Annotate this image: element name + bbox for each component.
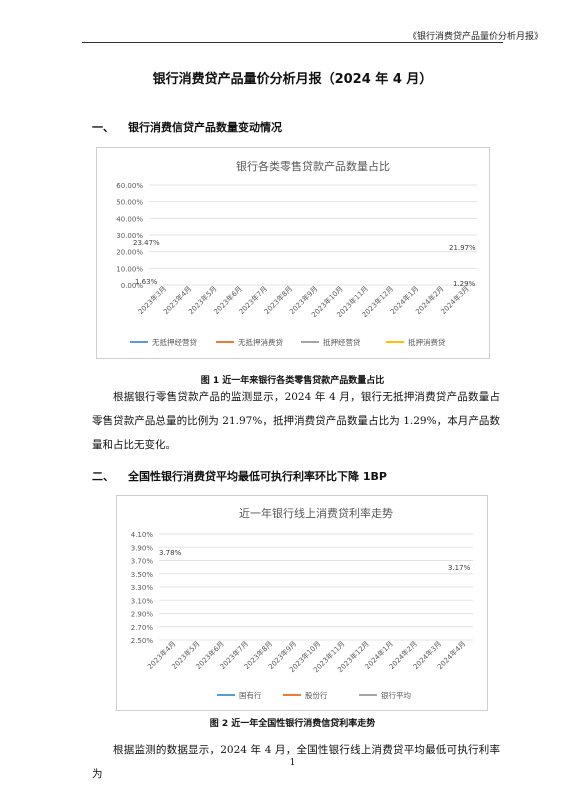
chart2-y-tick-label: 3.90% (131, 544, 154, 552)
figure-2-chart: 近一年银行线上消费贷利率走势 4.10% 3.90% 3.70% 3.50% 3.30% 3… (116, 495, 488, 711)
chart2-y-tick-label: 2.70% (131, 624, 154, 632)
figure-1-caption: 图 1 近一年来银行各类零售贷款产品数量占比 (200, 376, 385, 386)
chart1-y-tick-label: 20.00% (116, 249, 143, 257)
chart1-y-tick-label: 0.00% (121, 282, 144, 290)
section-1-number: 一、 (92, 121, 114, 134)
chart2-legend-label: 国有行 (239, 690, 262, 700)
chart2-y-tick-label: 2.50% (131, 637, 154, 645)
chart1-y-tick-label: 40.00% (116, 215, 143, 223)
figure-1-chart: 银行各类零售贷款产品数量占比 60.00% 50.00% 40.00% 30.00% 20… (96, 147, 490, 359)
chart1-legend-label: 抵押经营贷 (323, 337, 361, 347)
paragraph-1-text: 根据银行零售贷款产品的监测显示，2024 年 4 月，银行无抵押消费贷产品数量占… (92, 391, 500, 451)
chart2-y-tick-label: 3.70% (131, 558, 154, 566)
chart1-legend-label: 无抵押经营贷 (152, 337, 197, 347)
section-1-title: 银行消费信贷产品数量变动情况 (128, 121, 282, 134)
chart1-y-tick-label: 60.00% (116, 182, 143, 190)
chart2-title: 近一年银行线上消费贷利率走势 (239, 506, 393, 520)
chart2-legend-label: 银行平均 (381, 690, 411, 700)
section-2-heading: 二、 全国性银行消费贷平均最低可执行利率环比下降 1BP (92, 468, 387, 484)
chart1-data-label: 21.97% (449, 244, 476, 252)
chart2-data-label: 3.78% (159, 549, 182, 557)
chart1-legend-label: 抵押消费贷 (408, 337, 446, 347)
figure-1-svg: 银行各类零售贷款产品数量占比 60.00% 50.00% 40.00% 30.00% 20… (116, 159, 477, 347)
chart1-data-label: 23.47% (133, 239, 160, 247)
chart2-y-tick-label: 3.10% (131, 597, 154, 605)
chart1-y-tick-label: 10.00% (116, 265, 143, 273)
chart1-legend-label: 无抵押消费贷 (238, 337, 283, 347)
section-1-heading: 一、 银行消费信贷产品数量变动情况 (92, 119, 282, 135)
figure-2-caption: 图 2 近一年全国性银行消费信贷利率走势 (209, 719, 376, 729)
running-header: 《银行消费贷产品量价分析月报》 (407, 32, 543, 42)
figure-2-svg: 近一年银行线上消费贷利率走势 4.10% 3.90% 3.70% 3.50% 3.30% 3… (131, 506, 473, 700)
section-2-title: 全国性银行消费贷平均最低可执行利率环比下降 1BP (128, 470, 387, 483)
chart1-y-tick-label: 30.00% (116, 232, 143, 240)
chart2-y-tick-label: 3.30% (131, 584, 154, 592)
chart2-y-tick-label: 4.10% (131, 531, 154, 539)
chart2-data-label: 3.17% (448, 564, 471, 572)
chart1-data-label: 1.63% (135, 278, 158, 286)
header-rule (82, 42, 503, 43)
chart1-y-tick-label: 50.00% (116, 199, 143, 207)
paragraph-1: 根据银行零售贷款产品的监测显示，2024 年 4 月，银行无抵押消费贷产品数量占… (92, 385, 500, 457)
chart1-title: 银行各类零售贷款产品数量占比 (236, 159, 390, 173)
chart2-legend-label: 股份行 (305, 690, 328, 700)
chart2-y-tick-label: 3.50% (131, 571, 154, 579)
page-title: 银行消费贷产品量价分析月报（2024 年 4 月） (152, 72, 433, 87)
chart2-y-tick-label: 2.90% (131, 611, 154, 619)
section-2-number: 二、 (92, 470, 114, 483)
chart1-data-label: 1.29% (453, 280, 476, 288)
page-number: 1 (289, 758, 296, 768)
